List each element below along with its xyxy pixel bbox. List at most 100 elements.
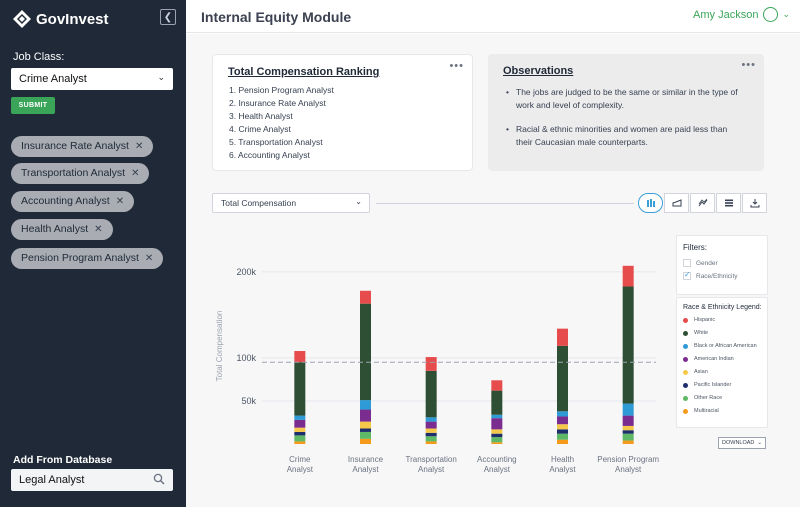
bar-segment bbox=[294, 362, 306, 416]
x-tick-label: Analyst bbox=[352, 465, 379, 474]
race-ethnicity-checkbox[interactable] bbox=[683, 270, 691, 280]
table-view-button[interactable] bbox=[716, 193, 741, 213]
line-chart-view-button[interactable] bbox=[690, 193, 715, 213]
user-avatar-icon bbox=[763, 7, 779, 22]
job-class-value: Crime Analyst bbox=[19, 73, 87, 85]
legend-label: Hispanic bbox=[694, 317, 716, 323]
download-icon-button[interactable] bbox=[742, 193, 767, 213]
close-icon[interactable]: ✕ bbox=[94, 224, 103, 235]
more-options-icon[interactable]: ••• bbox=[741, 59, 756, 71]
area-chart-view-button[interactable] bbox=[664, 193, 689, 213]
filter-race-ethnicity[interactable]: Race/Ethnicity bbox=[683, 270, 738, 280]
legend-label: American Indian bbox=[694, 356, 734, 362]
filter-gender[interactable]: Gender bbox=[683, 259, 718, 267]
database-search-input[interactable]: Legal Analyst bbox=[11, 469, 173, 491]
job-class-label: Job Class: bbox=[13, 51, 65, 63]
search-icon[interactable] bbox=[153, 473, 165, 485]
job-chip: Accounting Analyst ✕ bbox=[11, 191, 135, 212]
bar-segment bbox=[557, 416, 568, 425]
user-menu[interactable]: Amy Jackson ⌄ bbox=[693, 7, 790, 22]
chip-label: Accounting Analyst bbox=[21, 195, 110, 207]
bar-segment bbox=[360, 421, 371, 429]
collapse-sidebar-button[interactable]: ❮ bbox=[160, 9, 176, 25]
legend-label: White bbox=[694, 330, 709, 336]
chip-label: Transportation Analyst bbox=[21, 167, 126, 179]
bar-segment bbox=[491, 414, 503, 419]
filters-panel: Filters: Gender Race/Ethnicity bbox=[676, 235, 768, 295]
chip-label: Pension Program Analyst bbox=[21, 252, 139, 264]
download-button[interactable]: DOWNLOAD ⌄ bbox=[718, 437, 766, 449]
brand-logo[interactable]: GovInvest bbox=[12, 9, 109, 29]
legend-swatch bbox=[683, 330, 688, 336]
list-item: The jobs are judged to be the same or si… bbox=[506, 86, 741, 111]
metric-select[interactable]: Total Compensation ⌄ bbox=[212, 193, 370, 213]
x-tick-label: Analyst bbox=[615, 465, 642, 474]
bar-segment bbox=[294, 419, 306, 428]
sidebar: GovInvest ❮ Job Class: Crime Analyst ⌄ S… bbox=[0, 0, 186, 507]
bar-segment bbox=[622, 286, 634, 404]
job-class-select[interactable]: Crime Analyst ⌄ bbox=[11, 68, 173, 90]
chip-label: Health Analyst bbox=[21, 223, 89, 235]
bar-segment bbox=[294, 441, 306, 444]
bar-segment bbox=[360, 409, 371, 422]
bar-chart-view-button[interactable] bbox=[638, 193, 663, 213]
bar-segment bbox=[425, 441, 437, 444]
add-from-database-label: Add From Database bbox=[13, 454, 113, 466]
chevron-left-icon: ❮ bbox=[163, 11, 173, 23]
ranking-list: 1. Pension Program Analyst 2. Insurance … bbox=[229, 84, 334, 162]
bar-segment bbox=[491, 433, 503, 438]
y-tick-label: 200k bbox=[236, 267, 256, 277]
x-tick-label: Accounting bbox=[477, 455, 517, 464]
y-axis-label: Total Compensation bbox=[215, 311, 224, 382]
legend-panel: Race & Ethnicity Legend: Hispanic White Bl… bbox=[676, 297, 768, 428]
close-icon[interactable]: ✕ bbox=[134, 141, 144, 152]
legend-item: Asian bbox=[683, 369, 708, 375]
bar-segment bbox=[425, 436, 437, 442]
x-tick-label: Analyst bbox=[418, 465, 445, 474]
legend-swatch bbox=[683, 408, 688, 414]
bar-segment bbox=[622, 403, 634, 416]
legend-item: Other Race bbox=[683, 395, 722, 401]
x-tick-label: Analyst bbox=[287, 465, 314, 474]
x-tick-label: Crime bbox=[289, 455, 311, 464]
bar-segment bbox=[425, 370, 437, 418]
bar-segment bbox=[557, 429, 568, 434]
y-tick-label: 50k bbox=[241, 396, 256, 406]
gender-checkbox[interactable] bbox=[683, 259, 691, 267]
submit-button[interactable]: SUBMIT bbox=[11, 97, 55, 114]
job-chip: Pension Program Analyst ✕ bbox=[11, 248, 164, 269]
close-icon[interactable]: ✕ bbox=[144, 253, 154, 264]
legend-swatch bbox=[683, 369, 688, 375]
page-title: Internal Equity Module bbox=[201, 9, 352, 25]
list-item: 3. Health Analyst bbox=[229, 111, 293, 121]
bar-segment bbox=[425, 357, 437, 371]
legend-title: Race & Ethnicity Legend: bbox=[683, 304, 762, 311]
bar-segment bbox=[360, 303, 371, 401]
x-tick-label: Analyst bbox=[484, 465, 511, 474]
filter-label: Gender bbox=[696, 259, 718, 267]
ranking-card: Total Compensation Ranking ••• 1. Pensio… bbox=[212, 54, 473, 171]
list-item: 2. Insurance Rate Analyst bbox=[229, 98, 326, 108]
legend-item: Hispanic bbox=[683, 317, 715, 323]
close-icon[interactable]: ✕ bbox=[131, 168, 140, 179]
main-content: Total Compensation Ranking ••• 1. Pensio… bbox=[186, 34, 800, 507]
divider bbox=[376, 203, 634, 204]
more-options-icon[interactable]: ••• bbox=[449, 60, 464, 72]
x-tick-label: Analyst bbox=[549, 465, 576, 474]
bar-segment bbox=[491, 380, 503, 391]
bar-segment bbox=[622, 430, 634, 434]
legend-label: Black or African American bbox=[694, 343, 757, 349]
top-bar: Internal Equity Module Amy Jackson ⌄ bbox=[186, 0, 800, 33]
bar-segment bbox=[622, 440, 634, 444]
bar-segment bbox=[294, 427, 306, 432]
bar-segment bbox=[557, 411, 568, 417]
list-item: 5. Transportation Analyst bbox=[229, 137, 323, 147]
observations-list: The jobs are judged to be the same or si… bbox=[506, 86, 741, 160]
job-chip: Health Analyst ✕ bbox=[11, 219, 113, 240]
job-chip: Insurance Rate Analyst ✕ bbox=[11, 136, 154, 157]
bar-segment bbox=[491, 418, 503, 430]
bar-segment bbox=[360, 400, 371, 410]
bar-segment bbox=[294, 435, 306, 442]
close-icon[interactable]: ✕ bbox=[115, 196, 125, 207]
bar-segment bbox=[360, 438, 371, 444]
